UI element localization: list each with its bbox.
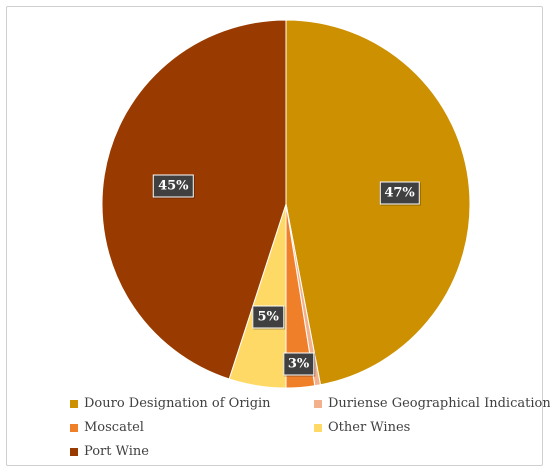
legend-item-2: Moscatel [70, 420, 144, 435]
legend-label-0: Douro Designation of Origin [84, 396, 271, 411]
data-label-2: 3% [282, 352, 315, 376]
pie-slice-0 [285, 19, 471, 386]
data-label-4: 45% [153, 174, 194, 198]
legend-swatch-3 [314, 423, 322, 432]
legend-swatch-1 [314, 399, 322, 408]
data-label-0: 47% [379, 181, 420, 205]
legend-label-1: Duriense Geographical Indication [328, 396, 550, 411]
legend-item-4: Port Wine [70, 444, 149, 459]
pie-slice-4 [101, 19, 287, 380]
legend-swatch-2 [70, 423, 78, 432]
legend-label-4: Port Wine [84, 444, 149, 459]
legend-swatch-0 [70, 399, 78, 408]
legend-item-0: Douro Designation of Origin [70, 396, 271, 411]
legend-swatch-4 [70, 447, 78, 456]
legend-label-2: Moscatel [84, 420, 144, 435]
legend-label-3: Other Wines [328, 420, 411, 435]
legend-item-1: Duriense Geographical Indication [314, 396, 550, 411]
data-label-3: 5% [252, 305, 284, 329]
legend-item-3: Other Wines [314, 420, 410, 435]
